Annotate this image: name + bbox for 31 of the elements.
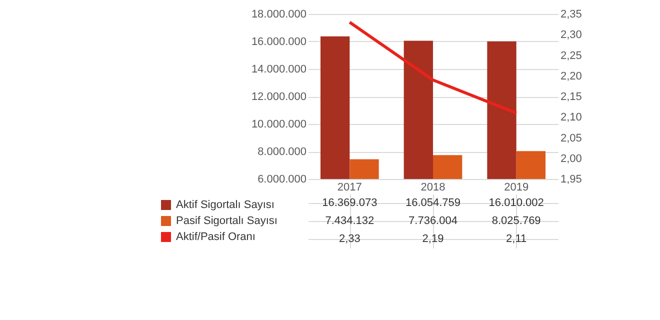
y-tick-label: 18.000.000 [251,8,306,20]
y2-tick-label: 2,35 [560,8,582,20]
x-tick-label: 2019 [504,182,529,194]
y-tick-label: 6.000.000 [258,174,306,186]
y2-tick-label: 1,95 [560,174,582,186]
data-label: 2,33 [338,233,360,245]
y2-tick-label: 2,15 [560,91,582,103]
y2-tick-label: 2,20 [560,70,582,82]
data-label: 16.054.759 [405,197,461,209]
y2-tick-label: 2,10 [560,112,582,124]
y-tick-label: 14.000.000 [251,64,306,76]
y2-tick-label: 2,00 [560,152,582,165]
data-label: 8.025.769 [492,215,541,227]
y2-tick-label: 2,05 [560,132,582,144]
x-tick-label: 2017 [337,182,362,194]
data-label: 16.369.073 [322,197,378,209]
y-tick-label: 8.000.000 [258,146,306,158]
data-label: 2,19 [422,233,444,245]
x-tick-label: 2018 [420,182,446,194]
y2-tick-label: 2,25 [560,50,582,62]
y-tick-label: 10.000.000 [251,118,306,130]
legend-label: Aktif Sigortalı Sayısı [176,199,274,211]
data-label: 16.010.002 [488,197,544,209]
legend-label: Pasif Sigortalı Sayısı [176,215,278,227]
y-tick-label: 12.000.000 [251,91,306,103]
legend-label: Aktif/Pasif Oranı [176,231,256,243]
data-label: 2,11 [506,233,527,245]
y2-tick-label: 2,30 [560,29,582,42]
data-label: 7.736.004 [408,215,458,227]
data-label: 7.434.132 [325,215,374,227]
y-tick-label: 16.000.000 [251,36,306,48]
